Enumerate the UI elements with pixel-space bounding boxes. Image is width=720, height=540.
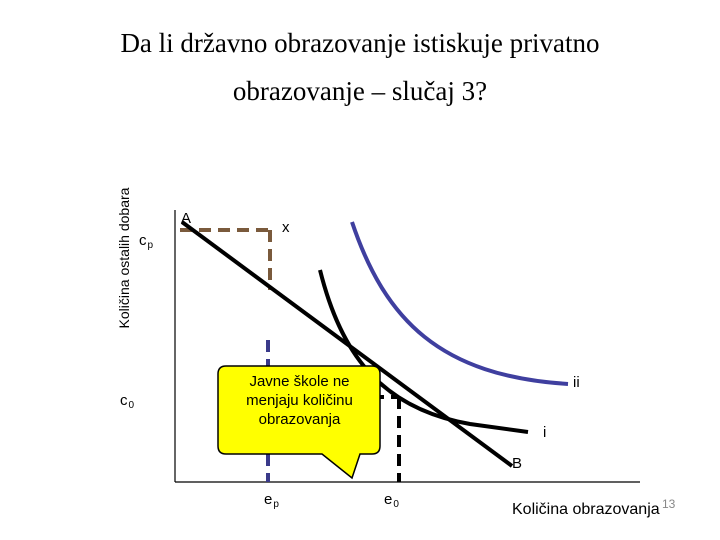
y-axis-label: Količina ostalih dobara xyxy=(116,187,132,329)
indifference-curve-ii xyxy=(350,221,569,386)
tick-label-c0: c0 xyxy=(120,392,135,411)
page-number: 13 xyxy=(662,497,676,511)
x-axis-label: Količina obrazovanja xyxy=(512,501,660,518)
tick-label-ep: ep xyxy=(264,491,279,510)
callout-text: Javne škole ne menjaju količinu obrazova… xyxy=(246,373,353,428)
tick-label-cp: cp xyxy=(139,232,154,251)
title-line-1: Da li državno obrazovanje istiskuje priv… xyxy=(120,28,600,58)
point-label-x: x xyxy=(282,219,290,236)
curve-label-ii: ii xyxy=(573,374,580,391)
callout-bubble xyxy=(217,365,381,480)
point-label-a: A xyxy=(181,210,192,227)
point-label-b: B xyxy=(512,455,523,472)
curve-label-i: i xyxy=(543,424,547,441)
tick-label-e0: e0 xyxy=(384,491,399,510)
title-line-2: obrazovanje – slučaj 3? xyxy=(232,76,488,106)
